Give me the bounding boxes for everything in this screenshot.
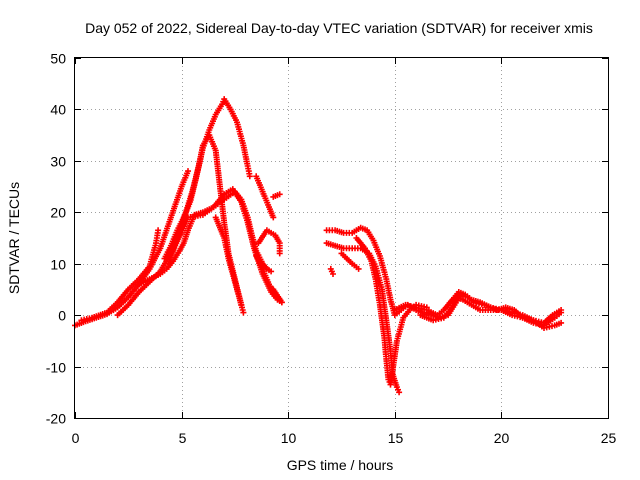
y-tick-label: 10 bbox=[50, 257, 66, 273]
data-point bbox=[246, 173, 253, 180]
x-tick-label: 10 bbox=[281, 430, 297, 446]
axis-ticks: 0 5 10 15 20 25 -20 -10 0 10 20 30 40 50 bbox=[46, 51, 617, 447]
data-point bbox=[240, 309, 247, 316]
data-point bbox=[558, 319, 565, 326]
y-tick-label: 40 bbox=[50, 102, 66, 118]
data-point bbox=[274, 294, 281, 301]
chart-title: Day 052 of 2022, Sidereal Day-to-day VTE… bbox=[85, 20, 593, 36]
data-point bbox=[276, 191, 283, 198]
plot-frame bbox=[74, 57, 609, 419]
x-axis-label: GPS time / hours bbox=[287, 457, 394, 473]
data-point bbox=[268, 268, 275, 275]
y-tick-label: -20 bbox=[46, 411, 66, 427]
y-tick-label: -10 bbox=[46, 360, 66, 376]
y-tick-label: 0 bbox=[58, 308, 66, 324]
x-tick-label: 5 bbox=[179, 430, 187, 446]
data-point bbox=[276, 250, 283, 257]
data-point bbox=[238, 301, 245, 308]
y-tick-label: 50 bbox=[50, 51, 66, 67]
data-point bbox=[396, 389, 403, 396]
data-points bbox=[72, 96, 565, 396]
y-axis-label: SDTVAR / TECUs bbox=[6, 182, 22, 294]
y-tick-label: 20 bbox=[50, 205, 66, 221]
x-tick-label: 0 bbox=[72, 430, 80, 446]
x-tick-label: 25 bbox=[601, 430, 617, 446]
data-point bbox=[330, 271, 336, 277]
data-point bbox=[355, 265, 362, 272]
data-point bbox=[155, 227, 162, 234]
x-tick-label: 15 bbox=[388, 430, 404, 446]
data-point bbox=[185, 168, 191, 175]
data-point bbox=[558, 307, 565, 313]
x-tick-label: 20 bbox=[494, 430, 510, 446]
data-point bbox=[270, 214, 277, 221]
y-tick-label: 30 bbox=[50, 154, 66, 170]
